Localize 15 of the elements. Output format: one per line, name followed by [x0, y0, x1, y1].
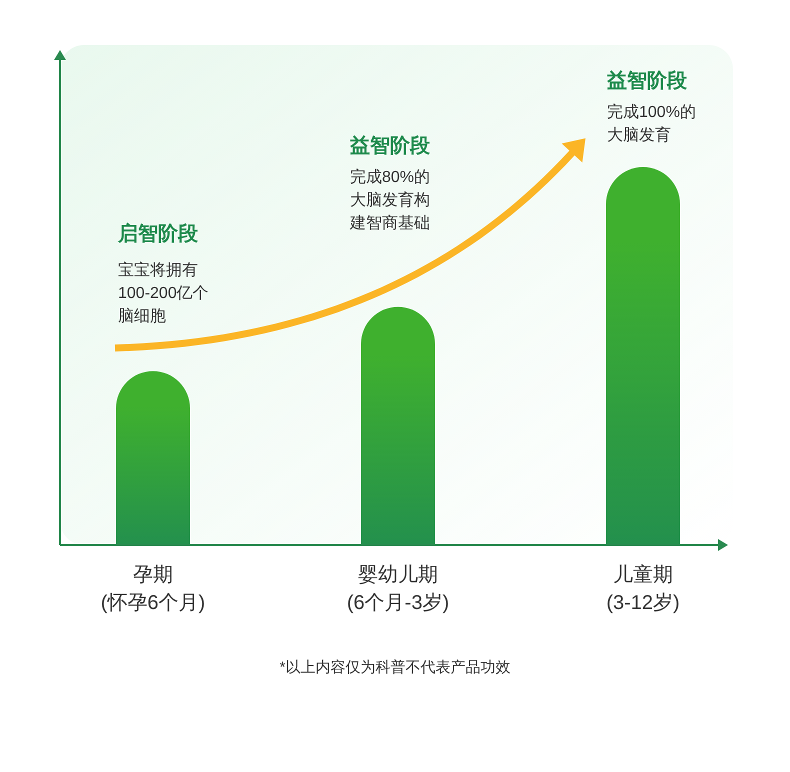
annotation: 100-200亿个 — [118, 284, 209, 302]
x-tick-label: 儿童期 (3-12岁) — [606, 563, 680, 614]
text: 完成100%的 — [607, 103, 696, 121]
annotation: 完成80%的 — [350, 168, 430, 186]
annotation: 脑细胞 — [118, 307, 166, 325]
annotation: 宝宝将拥有 — [118, 261, 198, 279]
text: 益智阶段 — [606, 70, 688, 92]
text: *以上内容仅为科普不代表产品功效 — [280, 659, 510, 676]
annotation: 启智阶段 — [117, 222, 199, 245]
x-tick-label: 婴幼儿期 (6个月-3岁) — [346, 564, 450, 614]
text: 益智阶段 — [349, 135, 431, 157]
annotation: 建智商基础 — [349, 214, 430, 232]
text: 大脑发育 — [607, 126, 671, 144]
x-tick-label: 孕期 (怀孕6个月) — [100, 564, 206, 614]
annotation: 大脑发育构 — [350, 191, 430, 209]
